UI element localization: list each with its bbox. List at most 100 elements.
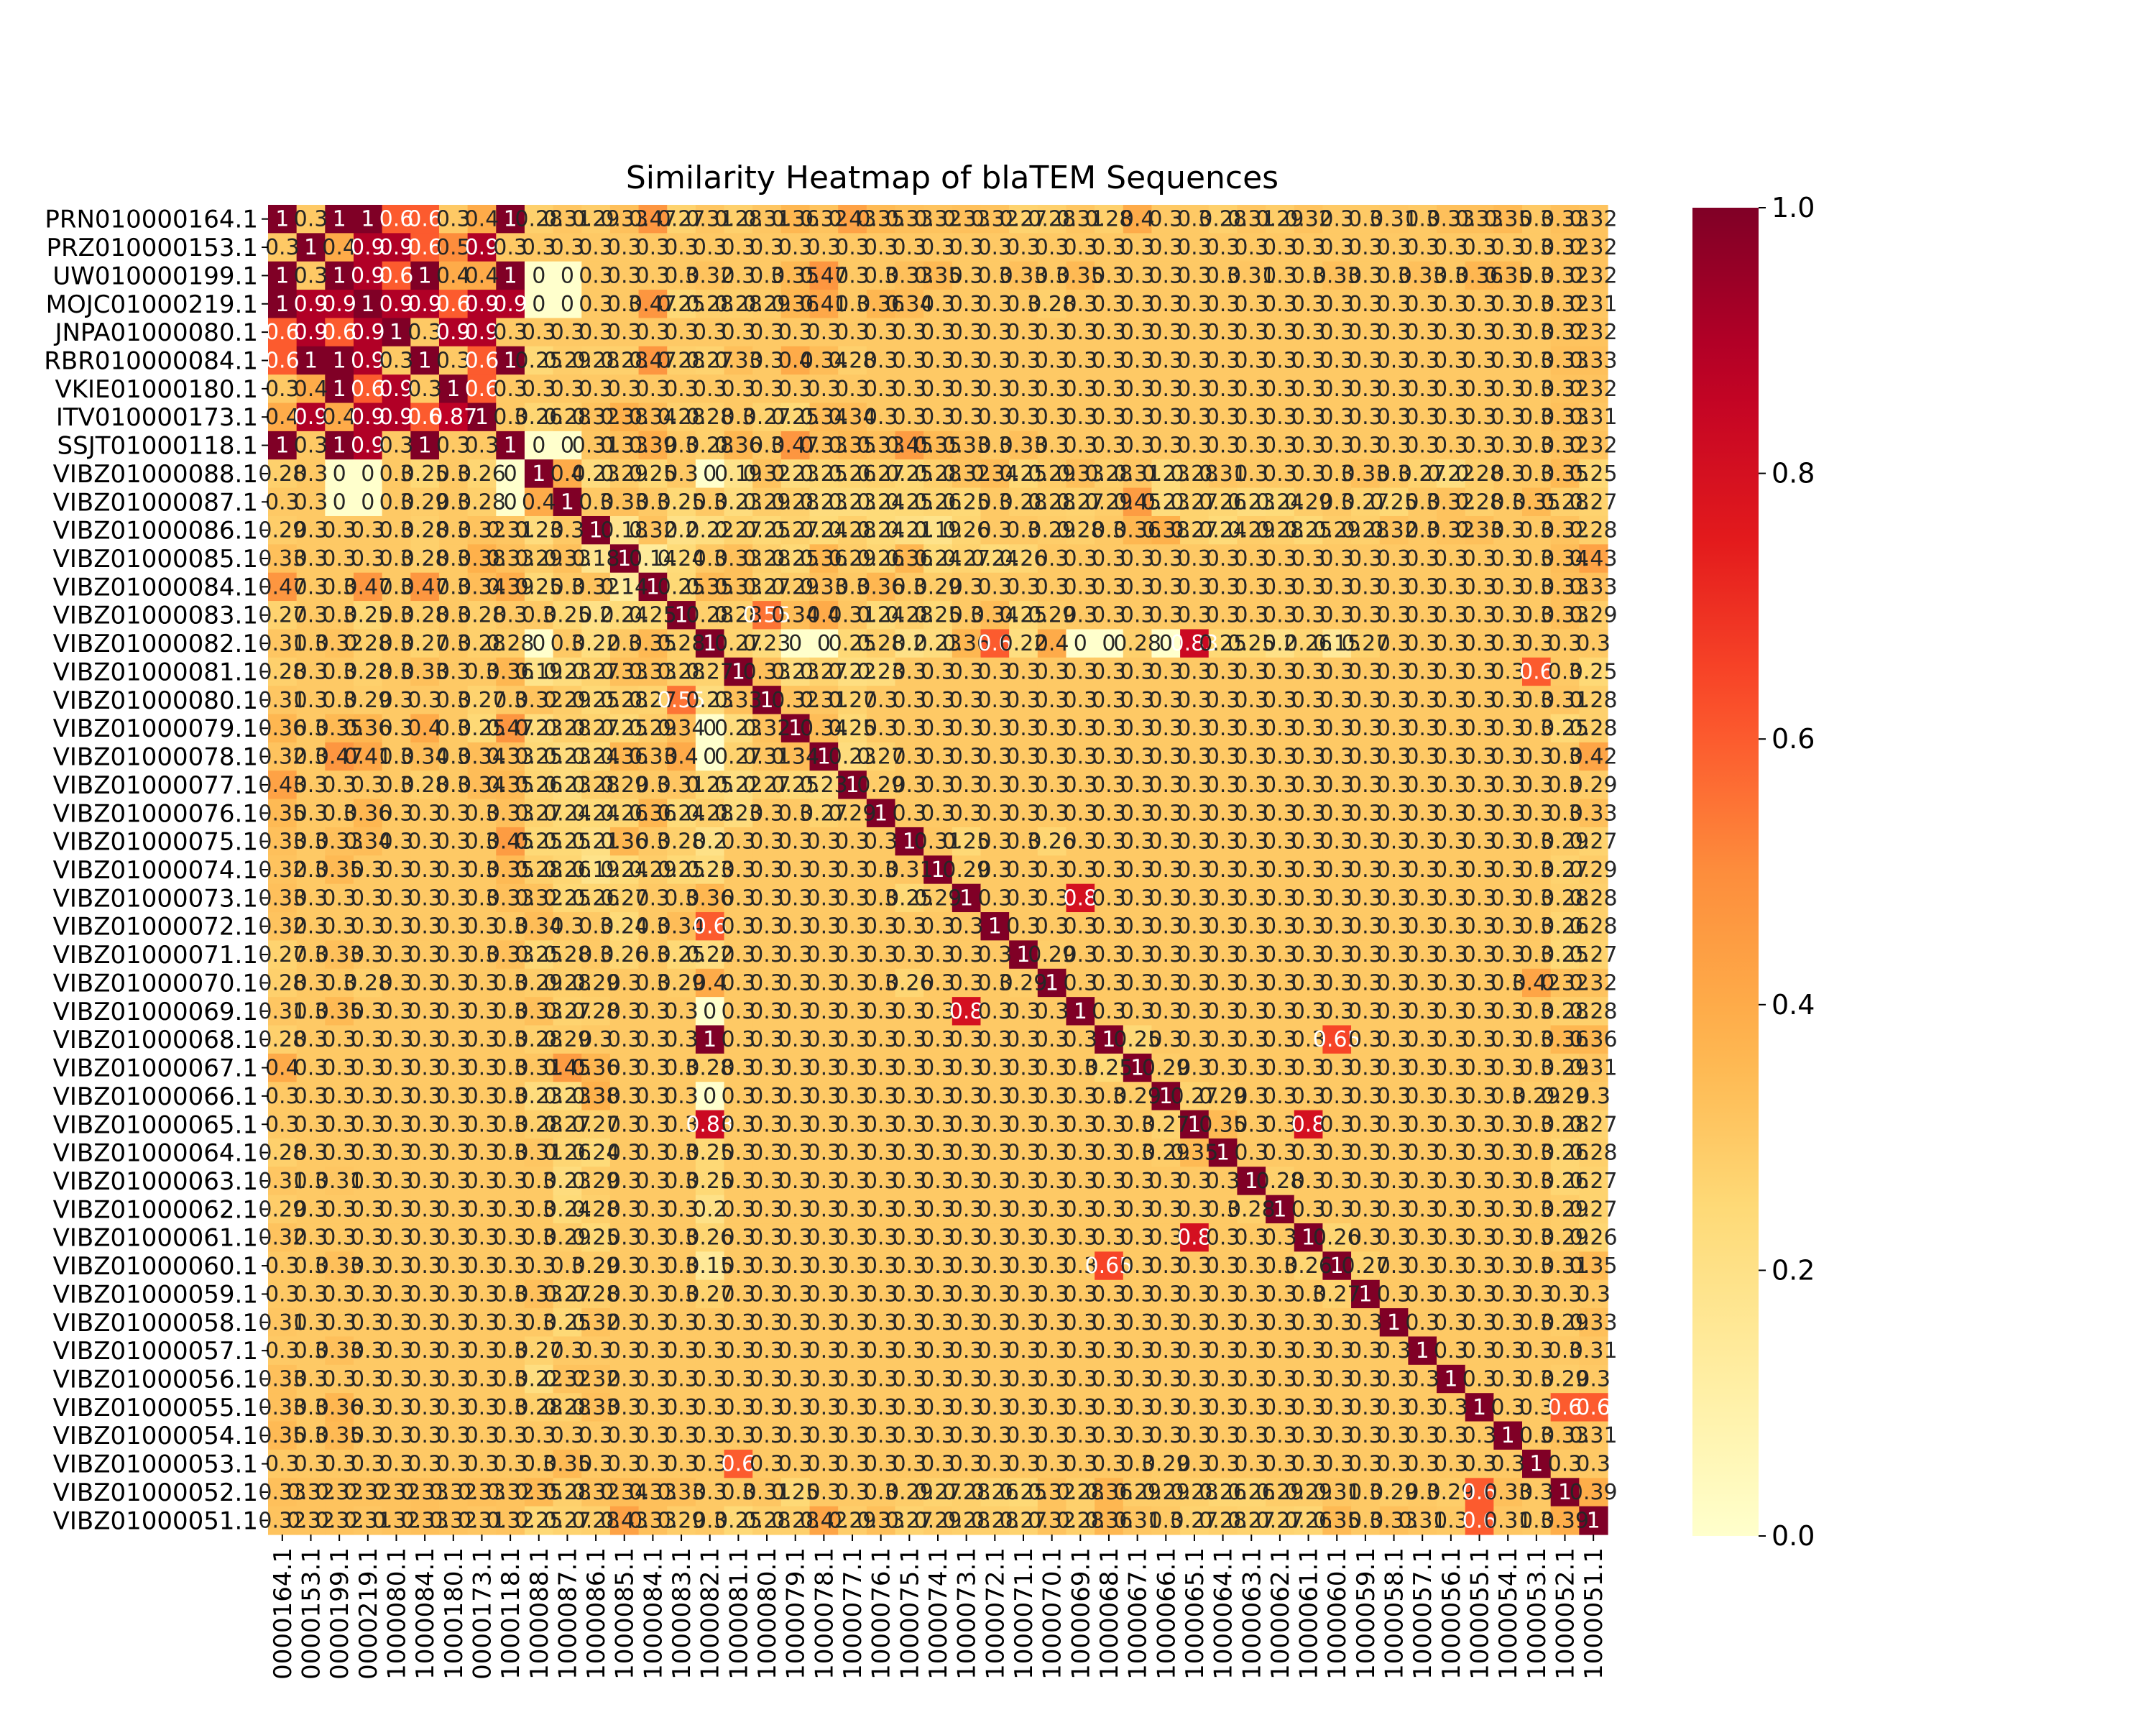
cell-value-label: 1 [275, 207, 289, 232]
heatmap-cell [553, 290, 582, 319]
heatmap-cell [496, 261, 525, 290]
heatmap-cell [438, 261, 469, 290]
cell-value-label: 0.27 [686, 659, 734, 684]
cell-value-label: 0.4 [465, 263, 499, 288]
heatmap-cell [695, 261, 725, 290]
x-tick-label: 1000080.1 [382, 1547, 411, 1680]
heatmap-cell [895, 233, 924, 262]
heatmap-cell [467, 318, 497, 347]
heatmap-cell [1579, 205, 1608, 234]
heatmap-cell [325, 290, 354, 319]
heatmap-cell [410, 290, 440, 319]
cell-value-label: 1 [1273, 1197, 1286, 1222]
cell-value-label: 0 [504, 489, 517, 515]
x-tick-label: 1000059.1 [1352, 1547, 1381, 1680]
cell-value-label: 0.25 [1085, 1056, 1133, 1081]
cell-value-label: 0.3 [1576, 1452, 1611, 1477]
cell-value-label: 0.3 [294, 263, 328, 288]
colorbar-gradient [1692, 208, 1759, 1536]
cell-value-label: 0.36 [1570, 1027, 1618, 1052]
cell-value-label: 0.3 [949, 914, 984, 939]
heatmap-cell [467, 261, 497, 290]
y-tick-label: PRZ010000153.1 [46, 234, 258, 262]
heatmap-cell [1180, 290, 1210, 319]
cell-value-label: 1 [333, 207, 346, 232]
cell-value-label: 1 [504, 263, 517, 288]
x-tick-label: 1000087.1 [553, 1547, 582, 1680]
cell-value-label: 0.28 [487, 631, 535, 656]
cell-value-label: 1 [361, 207, 374, 232]
heatmap-cell [1266, 205, 1295, 234]
y-tick-label: ITV010000173.1 [56, 403, 258, 432]
cell-value-label: 0.6 [1576, 1395, 1611, 1420]
heatmap-cell [1322, 233, 1352, 262]
y-tick-label: VIBZ01000082.1 [53, 630, 258, 658]
cell-value-label: 1 [390, 320, 403, 345]
cell-value-label: 1 [1473, 1395, 1486, 1420]
y-tick-label: VIBZ01000070.1 [53, 969, 258, 998]
heatmap-cell [923, 233, 953, 262]
colorbar-tick-label: 0.4 [1772, 989, 1815, 1021]
heatmap-cell [1322, 205, 1352, 234]
cell-value-label: 0 [333, 489, 346, 515]
heatmap-cell [1294, 261, 1323, 290]
heatmap-cell [695, 233, 725, 262]
cell-value-label: 1 [333, 348, 346, 373]
cell-value-label: 0.26 [458, 461, 506, 487]
heatmap-cell [638, 290, 668, 319]
cell-value-label: 0.27 [1313, 1282, 1361, 1307]
cell-value-label: 0.32 [1570, 377, 1618, 402]
x-tick-label: 1000068.1 [1095, 1547, 1124, 1680]
cell-value-label: 0.4 [664, 745, 699, 770]
y-tick-label: VIBZ01000073.1 [53, 884, 258, 913]
heatmap-cell [467, 233, 497, 262]
heatmap-cell [838, 205, 867, 234]
heatmap-cell [1037, 290, 1067, 319]
heatmap-cell [1550, 233, 1580, 262]
heatmap-cell [1266, 261, 1295, 290]
heatmap-cell [1550, 261, 1580, 290]
cell-value-label: 0.27 [1570, 829, 1618, 855]
y-tick-label: VIBZ01000063.1 [53, 1167, 258, 1196]
heatmap-cell [1095, 233, 1124, 262]
heatmap-cell [296, 205, 326, 234]
cell-value-label: 0.31 [1570, 405, 1618, 430]
cell-value-label: 0.32 [743, 716, 791, 741]
heatmap-cell [923, 261, 953, 290]
y-tick-label: JNPA01000080.1 [53, 318, 258, 347]
heatmap-cell [752, 290, 782, 319]
x-tick-label: 1000055.1 [1466, 1547, 1495, 1680]
heatmap-cell [1180, 205, 1210, 234]
y-tick-label: VIBZ01000085.1 [53, 545, 258, 574]
colorbar: 0.00.20.40.60.81.0 [1692, 192, 1815, 1552]
heatmap-cell [1579, 290, 1608, 319]
cell-value-label: 0.3 [407, 377, 442, 402]
cell-value-label: 0.27 [1570, 1197, 1618, 1222]
x-tick-label: 1000058.1 [1381, 1547, 1409, 1680]
cell-value-label: 1 [1045, 970, 1059, 995]
heatmap-cell [752, 205, 782, 234]
x-tick-label: 1000051.1 [1580, 1547, 1608, 1680]
cell-value-label: 0.26 [1284, 1254, 1332, 1279]
y-tick-label: VIBZ01000074.1 [53, 856, 258, 885]
cell-value-label: 0.32 [1570, 207, 1618, 232]
cell-value-label: 0.23 [743, 631, 791, 656]
heatmap-cell [410, 205, 440, 234]
y-tick-label: VIBZ01000069.1 [53, 998, 258, 1026]
cell-value-label: 0.29 [1570, 773, 1618, 798]
y-tick-label: VIBZ01000083.1 [53, 602, 258, 630]
x-tick-label: 1000066.1 [1152, 1547, 1181, 1680]
x-tick-label: 1000056.1 [1437, 1547, 1466, 1680]
y-tick-label: VIBZ01000062.1 [53, 1195, 258, 1224]
x-tick-label: 1000180.1 [440, 1547, 469, 1680]
heatmap-cell [695, 205, 725, 234]
heatmap-cell [724, 290, 753, 319]
heatmap-cell [438, 290, 469, 319]
y-tick-label: VIBZ01000080.1 [53, 686, 258, 715]
cell-value-label: 1 [532, 461, 545, 487]
heatmap-cell [609, 233, 640, 262]
heatmap-cell [1151, 261, 1181, 290]
heatmap-cell [1437, 205, 1466, 234]
heatmap-cell [780, 261, 811, 290]
